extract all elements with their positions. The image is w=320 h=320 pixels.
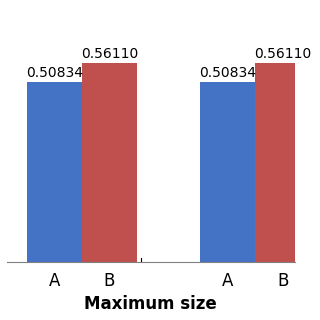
Bar: [82, 63, 137, 262]
Text: 0.50834: 0.50834: [199, 66, 256, 80]
X-axis label: Maximum size: Maximum size: [84, 295, 217, 313]
Text: 0.50834: 0.50834: [26, 66, 83, 80]
Text: 0.56110: 0.56110: [81, 47, 138, 61]
Text: 0.56110: 0.56110: [254, 47, 311, 61]
Bar: [200, 82, 255, 262]
Bar: [27, 82, 82, 262]
Bar: [255, 63, 310, 262]
